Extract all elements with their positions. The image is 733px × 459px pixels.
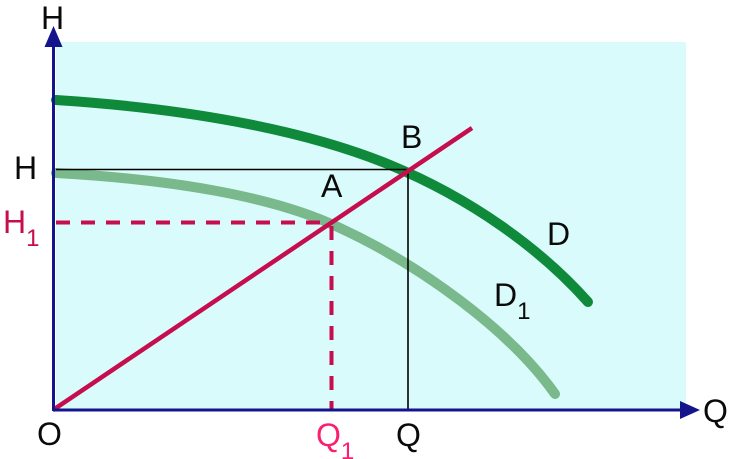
curve-d1-label: D1 [494, 277, 530, 324]
d1-base: D [494, 277, 518, 313]
curve-D [51, 95, 593, 307]
origin-ray-line [51, 126, 474, 412]
point-a-label: A [321, 168, 343, 204]
h1-base: H [3, 204, 27, 240]
y-axis-title: H [41, 0, 65, 36]
plot-background [56, 42, 686, 410]
q1-base: Q [316, 417, 341, 453]
curve-d-label: D [547, 216, 571, 252]
q-value-label: Q [396, 417, 421, 453]
x-axis-title: Q [703, 393, 728, 429]
curve-D1 [51, 168, 560, 399]
h-value-label: H [14, 150, 38, 186]
origin-label: O [37, 416, 62, 452]
point-b-label: B [401, 119, 423, 155]
q1-value-label: Q1 [316, 417, 355, 459]
y-axis-arrow-icon [44, 26, 63, 47]
d1-subscript: 1 [517, 298, 531, 326]
h1-subscript: 1 [26, 225, 40, 253]
h1-value-label: H1 [3, 204, 39, 251]
x-axis-arrow-icon [680, 401, 700, 419]
q1-subscript: 1 [340, 438, 355, 459]
